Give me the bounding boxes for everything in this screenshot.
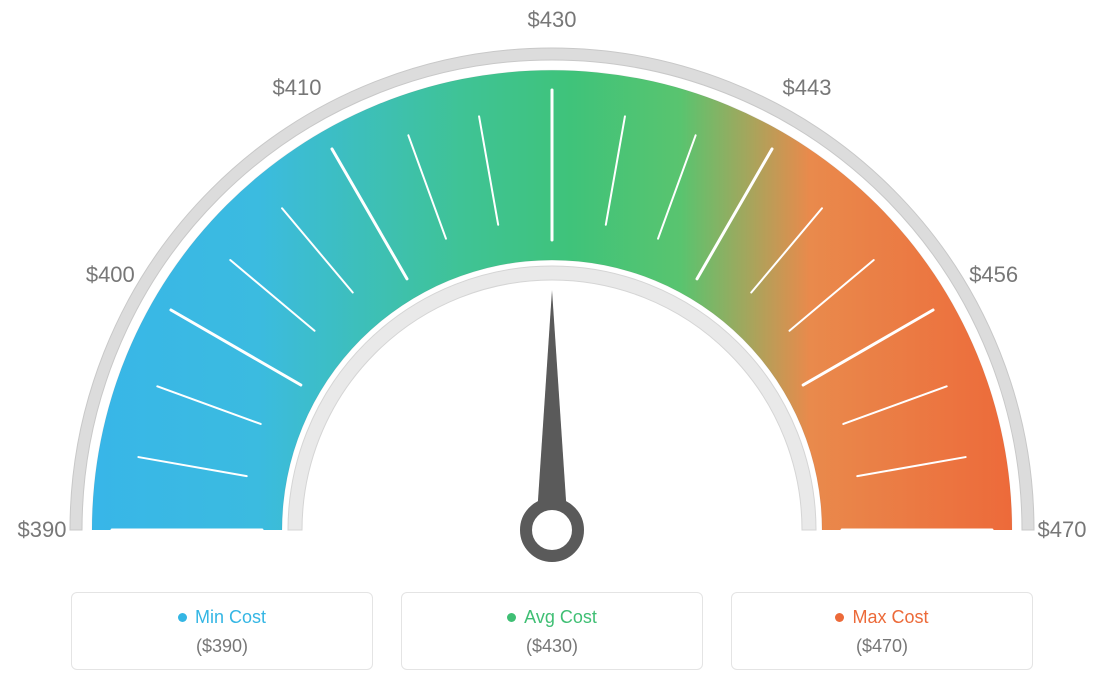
gauge-chart: $390 $400 $410 $430 $443 $456 $470 xyxy=(0,0,1104,570)
tick-label: $430 xyxy=(528,7,577,33)
tick-label: $400 xyxy=(86,262,135,288)
legend-value-avg: ($430) xyxy=(402,636,702,657)
legend-card-max: Max Cost ($470) xyxy=(731,592,1033,670)
legend-title-row: Min Cost xyxy=(72,607,372,628)
legend-card-min: Min Cost ($390) xyxy=(71,592,373,670)
legend-row: Min Cost ($390) Avg Cost ($430) Max Cost… xyxy=(0,592,1104,670)
legend-value-min: ($390) xyxy=(72,636,372,657)
legend-title-min: Min Cost xyxy=(195,607,266,628)
legend-value-max: ($470) xyxy=(732,636,1032,657)
chart-container: $390 $400 $410 $430 $443 $456 $470 Min Cost ($… xyxy=(0,0,1104,690)
legend-title-max: Max Cost xyxy=(852,607,928,628)
legend-title-row: Avg Cost xyxy=(402,607,702,628)
legend-dot-max xyxy=(835,613,844,622)
legend-dot-min xyxy=(178,613,187,622)
tick-label: $390 xyxy=(18,517,67,543)
legend-title-avg: Avg Cost xyxy=(524,607,597,628)
tick-label: $443 xyxy=(783,75,832,101)
tick-label: $410 xyxy=(273,75,322,101)
legend-dot-avg xyxy=(507,613,516,622)
tick-label: $470 xyxy=(1038,517,1087,543)
legend-title-row: Max Cost xyxy=(732,607,1032,628)
gauge-svg xyxy=(0,0,1104,570)
legend-card-avg: Avg Cost ($430) xyxy=(401,592,703,670)
tick-label: $456 xyxy=(969,262,1018,288)
